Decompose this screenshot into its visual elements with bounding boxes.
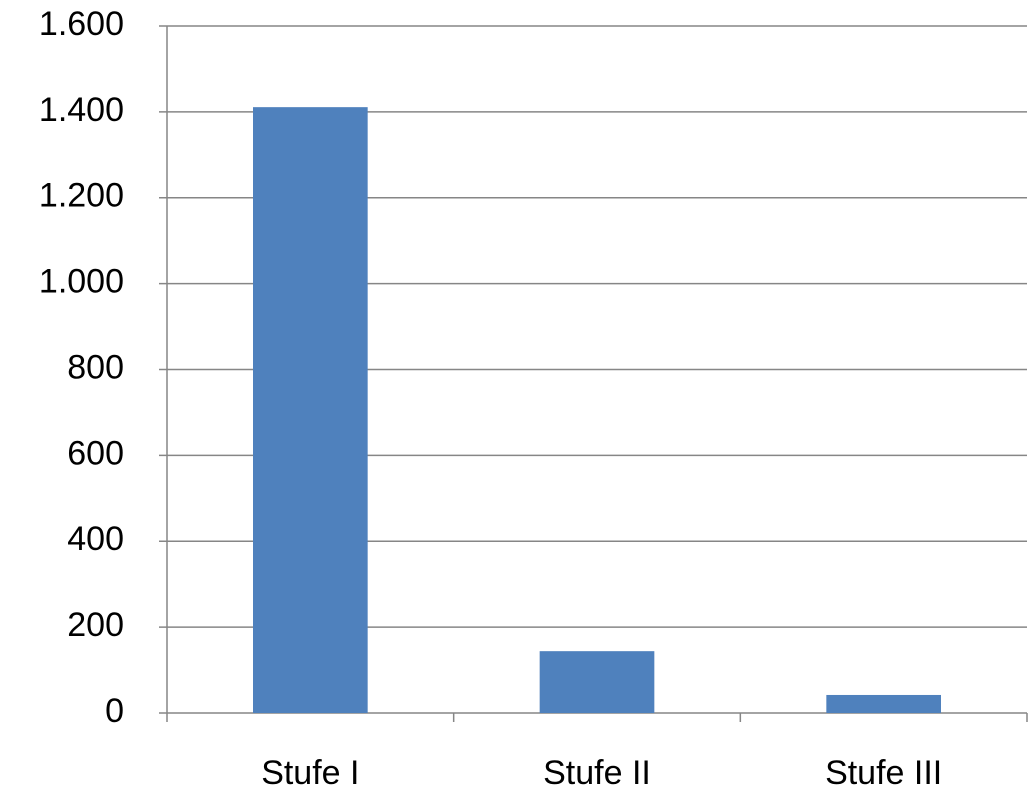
- bar: [539, 651, 655, 713]
- x-tick-label: Stufe II: [543, 754, 651, 792]
- y-tick-label: 400: [67, 520, 124, 558]
- y-tick-label: 0: [105, 692, 124, 730]
- bar: [826, 694, 941, 713]
- y-tick-label: 1.400: [39, 91, 124, 129]
- x-tick-label: Stufe I: [261, 754, 359, 792]
- y-tick-label: 1.200: [39, 177, 124, 215]
- y-tick-label: 600: [67, 434, 124, 472]
- y-tick-label: 1.000: [39, 263, 124, 301]
- y-tick-label: 800: [67, 348, 124, 386]
- bar: [253, 107, 368, 714]
- x-tick-label: Stufe III: [825, 754, 942, 792]
- y-tick-label: 200: [67, 606, 124, 644]
- y-tick-label: 1.600: [39, 5, 124, 43]
